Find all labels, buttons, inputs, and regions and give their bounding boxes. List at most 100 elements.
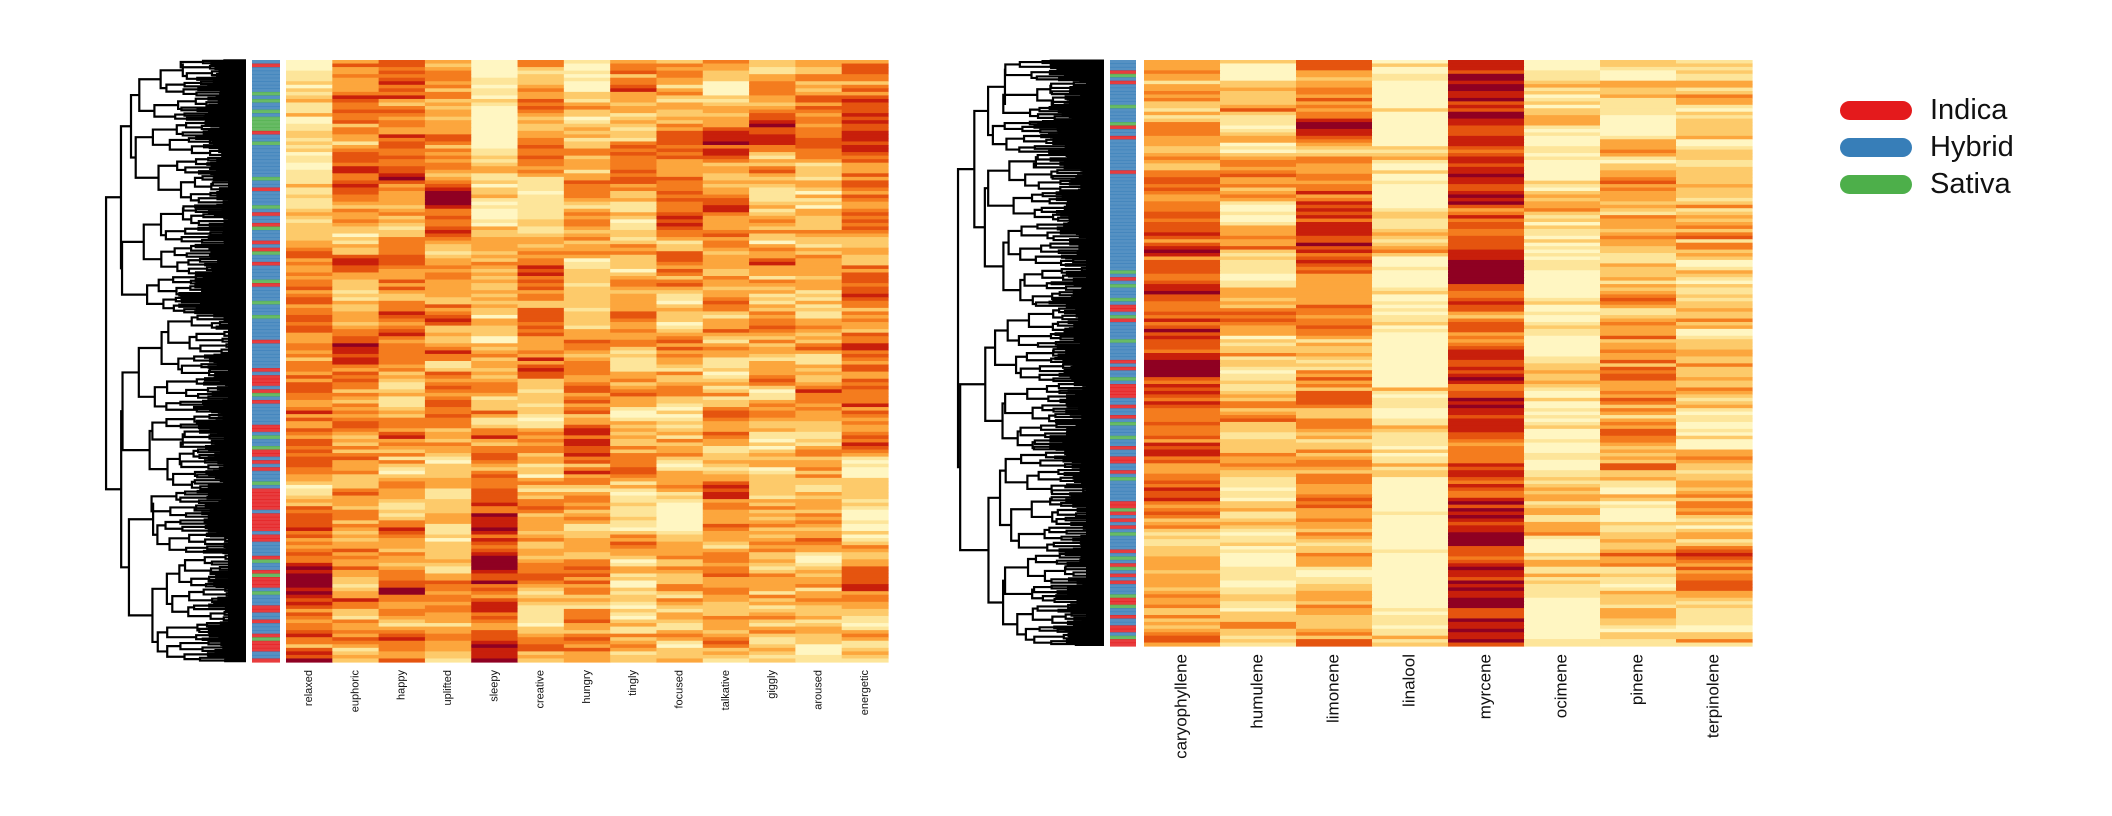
dendrogram-branch bbox=[1053, 597, 1079, 604]
row-annotation-cell bbox=[1110, 190, 1136, 196]
heatmap-cell bbox=[1448, 421, 1525, 426]
heatmap-cell bbox=[656, 403, 704, 408]
heatmap-cell bbox=[841, 127, 889, 132]
heatmap-cell bbox=[1372, 418, 1449, 423]
heatmap-cell bbox=[563, 453, 611, 458]
heatmap-cell bbox=[749, 322, 796, 327]
heatmap-cell bbox=[471, 389, 519, 394]
heatmap-cell bbox=[1144, 87, 1221, 92]
row-annotation-cell bbox=[1110, 401, 1136, 406]
heatmap-cell bbox=[332, 403, 380, 408]
heatmap-cell bbox=[1144, 418, 1221, 423]
row-annotation-cell bbox=[1110, 463, 1136, 468]
heatmap-cell bbox=[795, 63, 843, 68]
heatmap-cell bbox=[286, 375, 333, 380]
heatmap-cell bbox=[286, 435, 333, 440]
heatmap-cell bbox=[563, 247, 611, 252]
heatmap-cell bbox=[1448, 280, 1525, 285]
heatmap-cell bbox=[841, 520, 889, 525]
heatmap-cell bbox=[795, 357, 843, 362]
heatmap-cell bbox=[1220, 466, 1297, 471]
heatmap-cell bbox=[563, 640, 611, 645]
heatmap-cell bbox=[471, 322, 519, 327]
heatmap-cell bbox=[1144, 518, 1221, 523]
heatmap-cell bbox=[702, 615, 750, 621]
heatmap-cell bbox=[1296, 511, 1373, 516]
heatmap-cell bbox=[749, 332, 796, 337]
heatmap-cell bbox=[1144, 180, 1221, 185]
dendrogram-branch bbox=[1065, 153, 1072, 158]
heatmap-cell bbox=[424, 283, 472, 288]
row-annotation-cell bbox=[1110, 390, 1136, 395]
dendrogram-branch bbox=[1065, 107, 1104, 111]
heatmap-cell bbox=[795, 155, 843, 160]
heatmap-cell bbox=[1524, 535, 1601, 540]
heatmap-cell bbox=[610, 84, 658, 89]
heatmap-cell bbox=[1296, 632, 1373, 637]
heatmap-cell bbox=[1600, 359, 1677, 364]
heatmap-cell bbox=[563, 77, 611, 82]
heatmap-cell bbox=[1600, 515, 1677, 520]
row-annotation-cell bbox=[1110, 232, 1136, 237]
heatmap-cell bbox=[378, 414, 426, 419]
heatmap-cell bbox=[1448, 370, 1525, 375]
heatmap-cell bbox=[1448, 246, 1525, 251]
heatmap-cell bbox=[1524, 146, 1601, 151]
heatmap-cell bbox=[517, 623, 565, 628]
heatmap-cell bbox=[1600, 377, 1677, 382]
dendrogram-branch bbox=[1036, 113, 1063, 119]
heatmap-cell bbox=[332, 339, 380, 344]
heatmap-cell bbox=[471, 516, 519, 521]
heatmap-cell bbox=[424, 258, 472, 263]
heatmap-cell bbox=[841, 304, 889, 309]
heatmap-cell bbox=[1524, 297, 1601, 302]
heatmap-cell bbox=[1144, 456, 1221, 461]
heatmap-cell bbox=[841, 201, 889, 206]
row-annotation-cell bbox=[1110, 273, 1136, 278]
row-annotation-cell bbox=[1110, 421, 1136, 426]
effects-heatmap-panel: relaxed euphoric happy uplifted sleepy creati… bbox=[104, 59, 889, 715]
heatmap-cell bbox=[471, 279, 519, 284]
heatmap-cell bbox=[517, 538, 565, 543]
heatmap-cell bbox=[286, 258, 333, 263]
heatmap-cell bbox=[841, 205, 889, 210]
heatmap-cell bbox=[517, 545, 565, 550]
heatmap-cell bbox=[424, 60, 472, 65]
dendrogram-branch bbox=[1065, 483, 1083, 488]
row-annotation-cell bbox=[252, 276, 280, 281]
dendrogram-branch bbox=[198, 656, 227, 662]
heatmap-cell bbox=[286, 283, 333, 288]
heatmap-cell bbox=[656, 120, 704, 125]
heatmap-cell bbox=[1220, 166, 1297, 171]
heatmap-cell bbox=[1372, 297, 1449, 302]
heatmap-cell bbox=[841, 116, 889, 121]
heatmap-cell bbox=[656, 453, 704, 458]
heatmap-cell bbox=[841, 187, 889, 192]
heatmap-cell bbox=[471, 633, 519, 638]
heatmap-cell bbox=[1372, 342, 1449, 347]
heatmap-cell bbox=[1524, 280, 1601, 285]
heatmap-cell bbox=[286, 463, 333, 468]
heatmap-cell bbox=[424, 215, 472, 220]
heatmap-cell bbox=[424, 127, 472, 132]
heatmap-cell bbox=[1220, 384, 1297, 389]
heatmap-cell bbox=[332, 371, 380, 376]
heatmap-cell bbox=[795, 626, 843, 631]
heatmap-cell bbox=[424, 530, 472, 536]
heatmap-cell bbox=[424, 219, 472, 224]
heatmap-cell bbox=[1296, 604, 1373, 609]
heatmap-cell bbox=[1296, 218, 1373, 223]
heatmap-cell bbox=[656, 276, 704, 281]
heatmap-cell bbox=[749, 364, 796, 369]
heatmap-cell bbox=[517, 577, 565, 582]
row-annotation-cell bbox=[252, 392, 280, 398]
heatmap-cell bbox=[1676, 635, 1753, 640]
heatmap-cell bbox=[841, 222, 889, 228]
heatmap-cell bbox=[471, 368, 519, 373]
row-annotation-cell bbox=[252, 212, 280, 217]
heatmap-cell bbox=[656, 98, 704, 104]
heatmap-cell bbox=[286, 488, 333, 493]
dendrogram-branch bbox=[1034, 301, 1067, 307]
heatmap-cell bbox=[1372, 111, 1449, 116]
heatmap-cell bbox=[1296, 101, 1373, 106]
